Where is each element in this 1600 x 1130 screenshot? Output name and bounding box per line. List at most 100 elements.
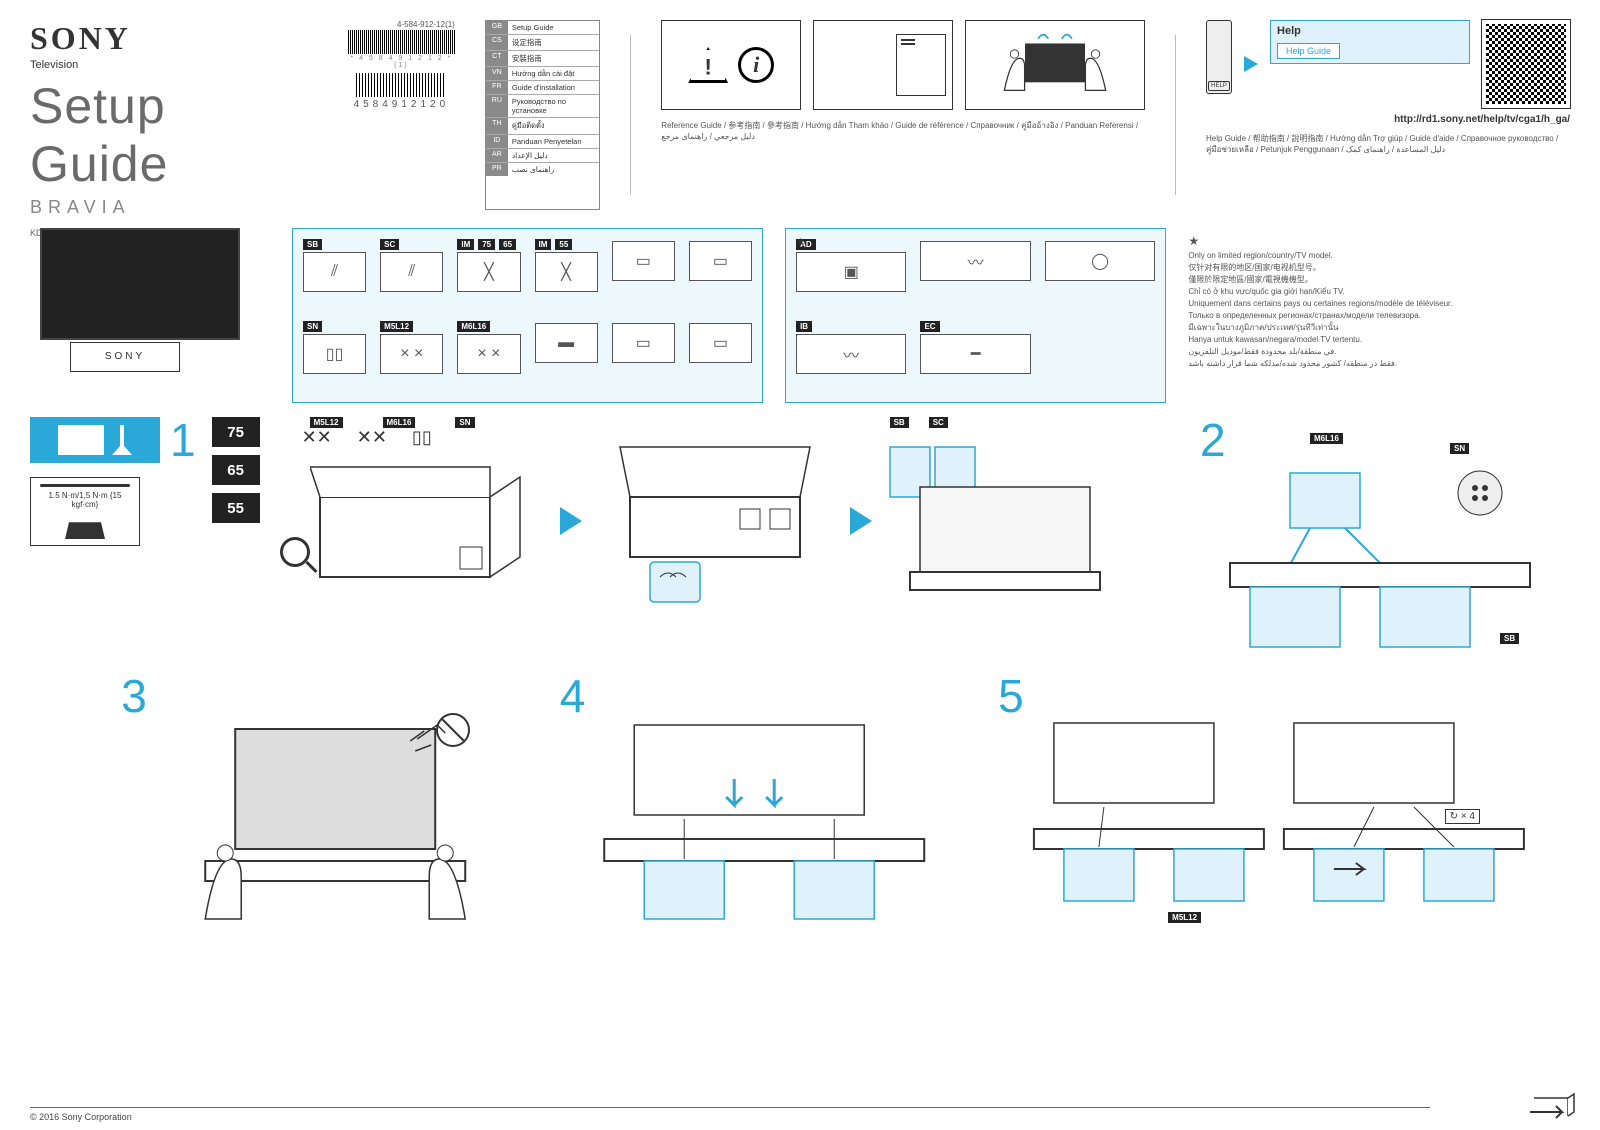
lang-text: คู่มือติดตั้ง: [508, 118, 600, 134]
title-block: SONY Television Setup Guide BRAVIA KD-75…: [30, 20, 318, 210]
part-tag: M6L16: [1310, 433, 1343, 444]
step-2-illustration: M6L16SNSB: [1200, 463, 1570, 663]
doc-code: 4-584-912-12(1): [348, 20, 455, 29]
remote-icon: [1206, 20, 1232, 94]
step-1-number: 1: [170, 417, 196, 663]
category-label: Television: [30, 59, 318, 71]
lang-text: Panduan Penyetelan: [508, 135, 600, 148]
language-row: GBSetup Guide: [486, 21, 600, 35]
note-line: Chỉ có ở khu vực/quốc gia giới hạn/Kiểu …: [1188, 286, 1570, 298]
brand-label: BRAVIA: [30, 197, 318, 218]
barcode-icon: [348, 30, 455, 54]
tv-screen-icon: [40, 228, 240, 340]
size-box: 65: [212, 455, 260, 485]
part-item: ◯: [1045, 239, 1155, 311]
reference-caption: Reference Guide / 参考指南 / 參考指南 / Hướng dẫ…: [661, 120, 1145, 142]
part-item: SB⫽: [303, 239, 366, 311]
sony-logo: SONY: [30, 20, 318, 57]
help-caption: Help Guide / 帮助指南 / 說明指南 / Hướng dẫn Trợ…: [1206, 133, 1570, 155]
magnifier-icon: [280, 537, 310, 567]
qr-code-icon: [1482, 20, 1570, 108]
language-row: PRراهنمای نصب: [486, 163, 600, 176]
spacer: [30, 673, 91, 929]
part-icon: ▭: [689, 241, 752, 281]
booklet-box: [813, 20, 953, 110]
size-box: 55: [212, 493, 260, 523]
language-row: RUРуководство по установке: [486, 95, 600, 118]
language-row: IDPanduan Penyetelan: [486, 135, 600, 149]
steps-area: 1.5 N·m/1,5 N·m {15 kgf·cm} 1 756555 M5L…: [30, 417, 1570, 929]
part-item: ▭: [689, 239, 752, 311]
lang-code: ID: [486, 135, 508, 148]
step-3-block: 3: [121, 673, 529, 929]
lang-code: TH: [486, 118, 508, 134]
part-icon: ▭: [612, 323, 675, 363]
lang-code: VN: [486, 67, 508, 80]
lang-code: AR: [486, 149, 508, 162]
part-icon: ▭: [612, 241, 675, 281]
part-tag: SN: [455, 417, 474, 428]
part-item: ▬: [535, 321, 598, 393]
size-box: 75: [212, 417, 260, 447]
language-row: ARدليل الإعداد: [486, 149, 600, 163]
bracket-attach-icon: [880, 427, 1110, 597]
note-line: 僅限於限定地區/國家/電視機機型。: [1188, 274, 1570, 286]
lang-text: Hướng dẫn cài đặt: [508, 67, 600, 80]
language-row: FRGuide d'installation: [486, 81, 600, 95]
lang-code: PR: [486, 163, 508, 176]
note-line: มีเฉพาะในบางภูมิภาค/ประเทศ/รุ่นทีวีเท่าน…: [1188, 322, 1570, 334]
screw-tag: M5L12: [1168, 912, 1201, 923]
part-item: ▭: [612, 321, 675, 393]
toolbox-icon: [65, 515, 105, 539]
star-note: ★: [796, 237, 805, 248]
warning-info-box: i: [661, 20, 801, 110]
step-1-illustration: M5L12M6L16SN ✕✕ ✕✕ ▯▯: [270, 417, 1190, 617]
step-4-illustration: [560, 719, 968, 929]
part-tag: IM: [457, 239, 474, 250]
step-3-illustration: [121, 719, 529, 929]
step-5-block: 5: [998, 673, 1570, 929]
note-line: Uniquement dans certains pays ou certain…: [1188, 298, 1570, 310]
lang-code: GB: [486, 21, 508, 34]
language-row: THคู่มือติดตั้ง: [486, 118, 600, 135]
note-line: في منطقة/بلد محدودة فقط/موديل التلفزيون.: [1188, 346, 1570, 358]
part-item: ▭: [689, 321, 752, 393]
stand-lower-icon: [560, 719, 968, 929]
arrow-icon: [1244, 56, 1258, 72]
help-panel: Help Help Guide: [1270, 20, 1470, 64]
part-icon: ╳: [535, 252, 598, 292]
language-row: CS设定指南: [486, 35, 600, 51]
wall-mount-icon: [972, 27, 1138, 103]
carry-tv-icon: [121, 719, 529, 929]
part-tag: IB: [796, 321, 812, 332]
lang-code: CT: [486, 51, 508, 66]
divider: [630, 35, 631, 195]
language-row: VNHướng dẫn cài đặt: [486, 67, 600, 81]
step-2-number: 2: [1200, 417, 1570, 463]
part-tag: IM: [535, 239, 552, 250]
part-icon: ▯▯: [303, 334, 366, 374]
warning-icon: [688, 47, 728, 83]
lang-text: راهنمای نصب: [508, 163, 600, 176]
step-4-block: 4: [560, 673, 968, 929]
step-4-number: 4: [560, 673, 968, 719]
part-tag: 55: [555, 239, 572, 250]
part-item: ▭: [612, 239, 675, 311]
barcode2-sub: 4584912120: [348, 99, 455, 110]
parts-panel-extra: ★ AD▣〰◯IB〰EC━: [785, 228, 1166, 403]
help-url: http://rd1.sony.net/help/tv/cga1/h_ga/: [1206, 114, 1570, 125]
reference-block: i Reference Guide: [661, 20, 1145, 210]
part-tag: M6L16: [457, 321, 490, 332]
part-icon: × ×: [457, 334, 520, 374]
lang-text: دليل الإعداد: [508, 149, 600, 162]
part-tag: EC: [920, 321, 939, 332]
part-tag: SN: [1450, 443, 1469, 454]
no-touch-icon: [436, 713, 470, 747]
help-guide-button[interactable]: Help Guide: [1277, 43, 1340, 59]
part-item: 〰: [920, 239, 1030, 311]
box-open-icon: [310, 447, 540, 607]
part-item: M6L16 × ×: [457, 321, 520, 393]
barcode-block: 4-584-912-12(1) * 4 5 8 4 9 1 2 1 2 * (1…: [348, 20, 455, 210]
part-icon: ▬: [535, 323, 598, 363]
barcode2-icon: [356, 73, 446, 97]
